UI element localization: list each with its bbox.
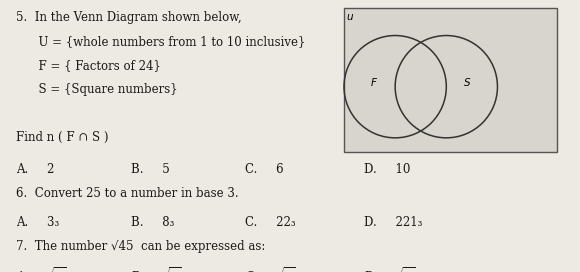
Text: U = {whole numbers from 1 to 10 inclusive}: U = {whole numbers from 1 to 10 inclusiv… bbox=[16, 35, 306, 48]
Text: 6.  Convert 25 to a number in base 3.: 6. Convert 25 to a number in base 3. bbox=[16, 187, 238, 200]
Text: 5.  In the Venn Diagram shown below,: 5. In the Venn Diagram shown below, bbox=[16, 11, 242, 24]
Text: A.     3₃: A. 3₃ bbox=[16, 216, 59, 229]
Text: F = { Factors of 24}: F = { Factors of 24} bbox=[16, 59, 161, 72]
Text: B.     8₃: B. 8₃ bbox=[131, 216, 174, 229]
Text: Find n ( F ∩ S ): Find n ( F ∩ S ) bbox=[16, 131, 108, 144]
Text: S: S bbox=[464, 78, 470, 88]
Text: C.   $5\sqrt{3}$: C. $5\sqrt{3}$ bbox=[245, 267, 295, 272]
FancyBboxPatch shape bbox=[344, 8, 557, 152]
Text: C.     6: C. 6 bbox=[245, 163, 283, 176]
Text: D.     221₃: D. 221₃ bbox=[364, 216, 422, 229]
Text: S = {Square numbers}: S = {Square numbers} bbox=[16, 83, 177, 96]
Text: A.     2: A. 2 bbox=[16, 163, 55, 176]
Text: B.   $3\sqrt{5}$: B. $3\sqrt{5}$ bbox=[131, 267, 181, 272]
Text: A.   $3\sqrt{3}$: A. $3\sqrt{3}$ bbox=[16, 267, 66, 272]
Text: C.     22₃: C. 22₃ bbox=[245, 216, 295, 229]
Text: 7.  The number √45  can be expressed as:: 7. The number √45 can be expressed as: bbox=[16, 240, 266, 253]
Text: F: F bbox=[371, 78, 377, 88]
Text: D.   $9\sqrt{5}$: D. $9\sqrt{5}$ bbox=[364, 267, 415, 272]
Text: B.     5: B. 5 bbox=[131, 163, 169, 176]
Text: u: u bbox=[347, 12, 353, 22]
Text: D.     10: D. 10 bbox=[364, 163, 410, 176]
